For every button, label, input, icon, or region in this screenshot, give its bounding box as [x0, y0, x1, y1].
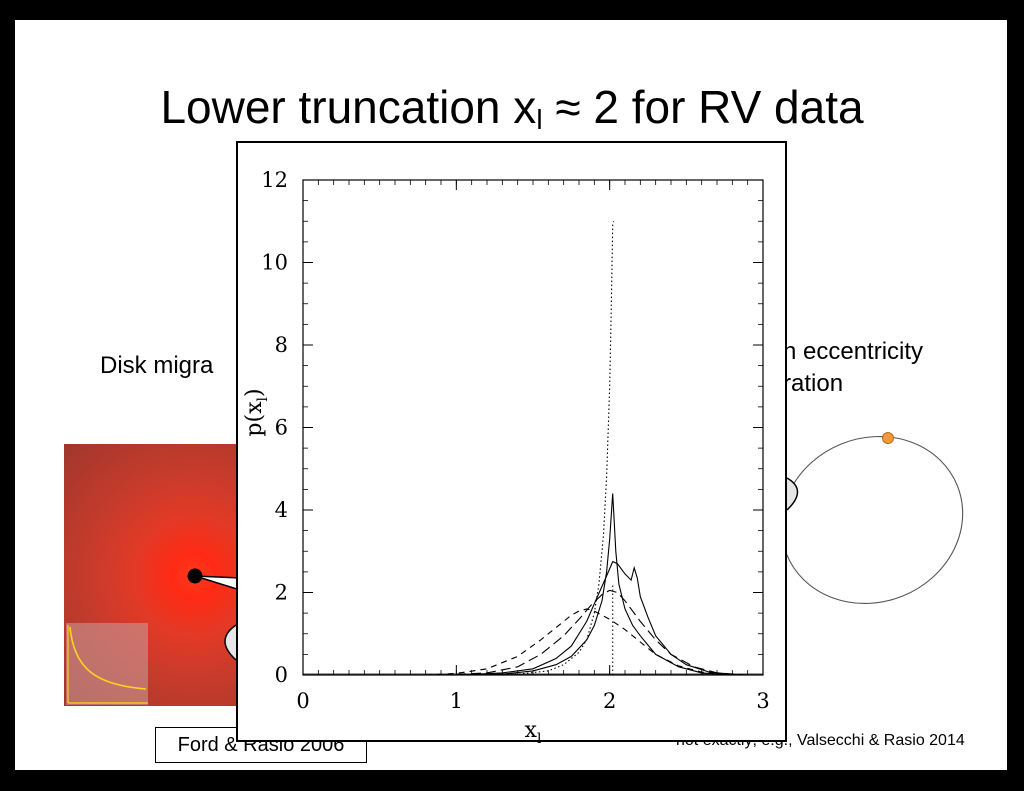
- y-tick-label: 2: [275, 581, 288, 605]
- x-tick-label: 1: [450, 689, 463, 713]
- title-text-rest: ≈ 2 for RV data: [542, 81, 864, 133]
- y-tick-label: 4: [275, 498, 288, 522]
- orbit-ellipse: [780, 435, 964, 605]
- series-line-4: [440, 589, 748, 676]
- title-subscript: l: [536, 104, 543, 135]
- eccentricity-label-line2: ration: [783, 370, 844, 397]
- plot-frame: [302, 179, 764, 676]
- inset-curve: [67, 625, 148, 704]
- x-tick-label: 2: [603, 689, 616, 713]
- right-bubble: [786, 477, 799, 511]
- y-tick-label: 6: [275, 416, 288, 440]
- y-axis-label: p(xl): [242, 388, 271, 436]
- title-text: Lower truncation x: [160, 81, 537, 133]
- y-tick-label: 8: [275, 333, 288, 357]
- wedge-shape: [194, 575, 241, 592]
- disk-migration-label: Disk migra: [100, 352, 214, 379]
- eccentricity-label-line1: h eccentricity: [783, 338, 924, 365]
- x-tick-label: 3: [756, 689, 769, 713]
- y-tick-label: 10: [261, 251, 288, 275]
- left-bubble: [224, 624, 237, 661]
- chart-panel: 0 1 2 3 0 2 4 6 8 10 12 xl p(xl): [236, 141, 787, 744]
- series-line-5: [425, 608, 733, 676]
- y-tick-label: 0: [275, 663, 288, 687]
- inset-plot: [66, 623, 148, 705]
- orbiting-planet-icon: [882, 432, 894, 444]
- y-tick-label: 12: [261, 168, 288, 192]
- series-line-1: [486, 221, 615, 676]
- slide-title: Lower truncation xl ≈ 2 for RV data: [0, 80, 1024, 136]
- series-line-2: [379, 493, 733, 676]
- x-axis-label: xl: [525, 718, 542, 744]
- series-line-3: [456, 560, 741, 676]
- x-tick-label: 0: [296, 689, 309, 713]
